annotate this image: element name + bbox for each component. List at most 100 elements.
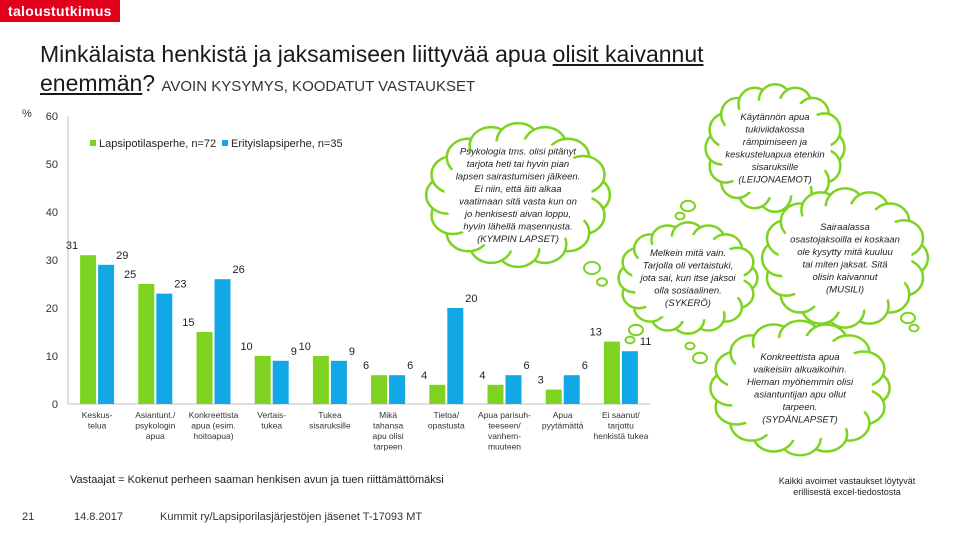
category-label: pyytämättä: [542, 421, 584, 431]
data-label: 20: [465, 293, 477, 305]
data-label: 11: [640, 336, 651, 348]
bar-lapsipotilasperhe: [312, 356, 329, 404]
category-label: tahansa: [373, 421, 404, 431]
title-subtitle: AVOIN KYSYMYS, KOODATUT VASTAUKSET: [161, 78, 476, 95]
bar-lapsipotilasperhe: [371, 375, 388, 404]
bubble-text-line: (SYKERÖ): [665, 298, 711, 309]
bubble-musili: [760, 187, 930, 333]
title-line2-rest: ?: [142, 70, 162, 96]
bubble-text-line: jo henkisesti aivan loppu,: [463, 209, 571, 220]
unit-label: %: [22, 108, 32, 120]
bubble-text-line: rämpimiseen ja: [743, 137, 807, 148]
bar-erityislapsiperhe: [505, 375, 522, 404]
bar-erityislapsiperhe: [389, 375, 406, 404]
category-label: apu olisi: [373, 431, 404, 441]
bar-erityislapsiperhe: [214, 279, 231, 404]
page-number: 21: [22, 511, 35, 523]
cloud-tail: [628, 323, 644, 337]
bar-lapsipotilasperhe: [429, 384, 446, 404]
category-label: hoitoapua): [193, 431, 233, 441]
bar-erityislapsiperhe: [563, 375, 580, 404]
data-label: 13: [590, 327, 602, 339]
title-line2-underlined: enemmän: [40, 70, 143, 96]
cloud-body: [632, 234, 744, 322]
bubble-text-line: tai miten jaksat. Sitä: [802, 259, 887, 270]
data-label: 9: [349, 346, 355, 358]
bubble-text-line: Melkein mitä vain.: [650, 248, 726, 259]
y-tick-label: 50: [46, 159, 58, 171]
bar-lapsipotilasperhe: [196, 332, 213, 404]
bubble-text-line: Hieman myöhemmin olisi: [747, 377, 854, 388]
category-label: Mikä: [379, 410, 397, 420]
category-label: sisaruksille: [309, 421, 351, 431]
category-label: Konkreettista: [189, 410, 239, 420]
bubble-text-line: Psykologia tms. olisi pitänyt: [460, 146, 577, 157]
bar-lapsipotilasperhe: [603, 341, 620, 404]
cloud-tail: [684, 341, 696, 351]
data-label: 31: [66, 240, 78, 252]
y-tick-label: 60: [46, 111, 58, 123]
category-label: tarpeen: [374, 442, 403, 452]
category-label: apua (esim.: [191, 421, 235, 431]
y-tick-label: 0: [52, 399, 58, 411]
bubble-text-line: olla sosiaalinen.: [654, 286, 722, 297]
cloud-tail: [583, 261, 601, 275]
category-label: teeseen/: [488, 421, 521, 431]
cloud-tail: [900, 311, 916, 325]
page-title: Minkälaista henkistä ja jaksamiseen liit…: [40, 40, 820, 101]
cloud-tail: [624, 335, 636, 345]
bubble-sykero: [617, 221, 759, 345]
bubble-text-line: Tarjolla oli vertaistuki,: [643, 261, 733, 272]
bubble-text-line: osastojaksoilla ei koskaan: [790, 234, 900, 245]
legend-swatch: [90, 140, 96, 146]
category-label: Apua: [553, 410, 573, 420]
bar-erityislapsiperhe: [272, 360, 289, 404]
y-tick-label: 40: [46, 207, 58, 219]
category-label: tukea: [261, 421, 282, 431]
category-label: psykologin: [135, 421, 175, 431]
y-tick-label: 10: [46, 351, 58, 363]
category-label: vanhem-: [488, 431, 521, 441]
data-label: 6: [363, 360, 369, 372]
data-label: 6: [524, 360, 530, 372]
bubble-text-line: Käytännön apua: [740, 112, 809, 123]
legend-label: Erityislapsiperhe, n=35: [231, 138, 343, 150]
brand-logo: taloustutkimus: [0, 0, 120, 22]
bubble-text-line: lapsen sairastumisen jälkeen.: [456, 171, 581, 182]
bar-erityislapsiperhe: [621, 351, 638, 404]
bar-erityislapsiperhe: [98, 264, 115, 404]
category-label: henkistä tukea: [593, 431, 648, 441]
category-label: Asiantunt./: [135, 410, 176, 420]
bubble-text-line: asiantuntijan apu ollut: [754, 389, 846, 400]
legend-swatch: [222, 140, 228, 146]
y-tick-label: 20: [46, 303, 58, 315]
bubble-text-line: (LEIJONAEMOT): [738, 174, 811, 185]
category-label: Tietoa/: [433, 410, 459, 420]
category-label: Keskus-: [82, 410, 113, 420]
data-label: 4: [421, 370, 427, 382]
data-label: 23: [174, 279, 186, 291]
category-label: Tukea: [318, 410, 342, 420]
footer-date: 14.8.2017: [74, 511, 123, 523]
category-label: muuteen: [488, 442, 521, 452]
bubble-text-line: (KYMPIN LAPSET): [477, 234, 559, 245]
bubble-text-line: sisaruksille: [752, 162, 798, 173]
bubble-text-line: tarpeen.: [783, 402, 818, 413]
bubble-text-line: (SYDÄNLAPSET): [762, 414, 838, 425]
bubble-text-line: vaatimaan sitä vasta kun on: [459, 196, 577, 207]
category-label: Vertais-: [257, 410, 286, 420]
data-label: 26: [233, 264, 245, 276]
bubble-text-line: ole kysytty mitä kuuluu: [797, 247, 893, 258]
category-label: Ei saanut/: [602, 410, 640, 420]
cloud-tail: [908, 323, 920, 333]
bar-erityislapsiperhe: [156, 293, 173, 404]
category-label: tarjottu: [608, 421, 634, 431]
cloud-body: [444, 139, 592, 251]
bubble-text-line: tarjota heti tai hyvin pian: [467, 159, 569, 170]
bar-lapsipotilasperhe: [138, 284, 155, 404]
data-label: 4: [479, 370, 485, 382]
category-label: telua: [88, 421, 107, 431]
bar-lapsipotilasperhe: [545, 389, 562, 404]
category-label: opastusta: [428, 421, 465, 431]
